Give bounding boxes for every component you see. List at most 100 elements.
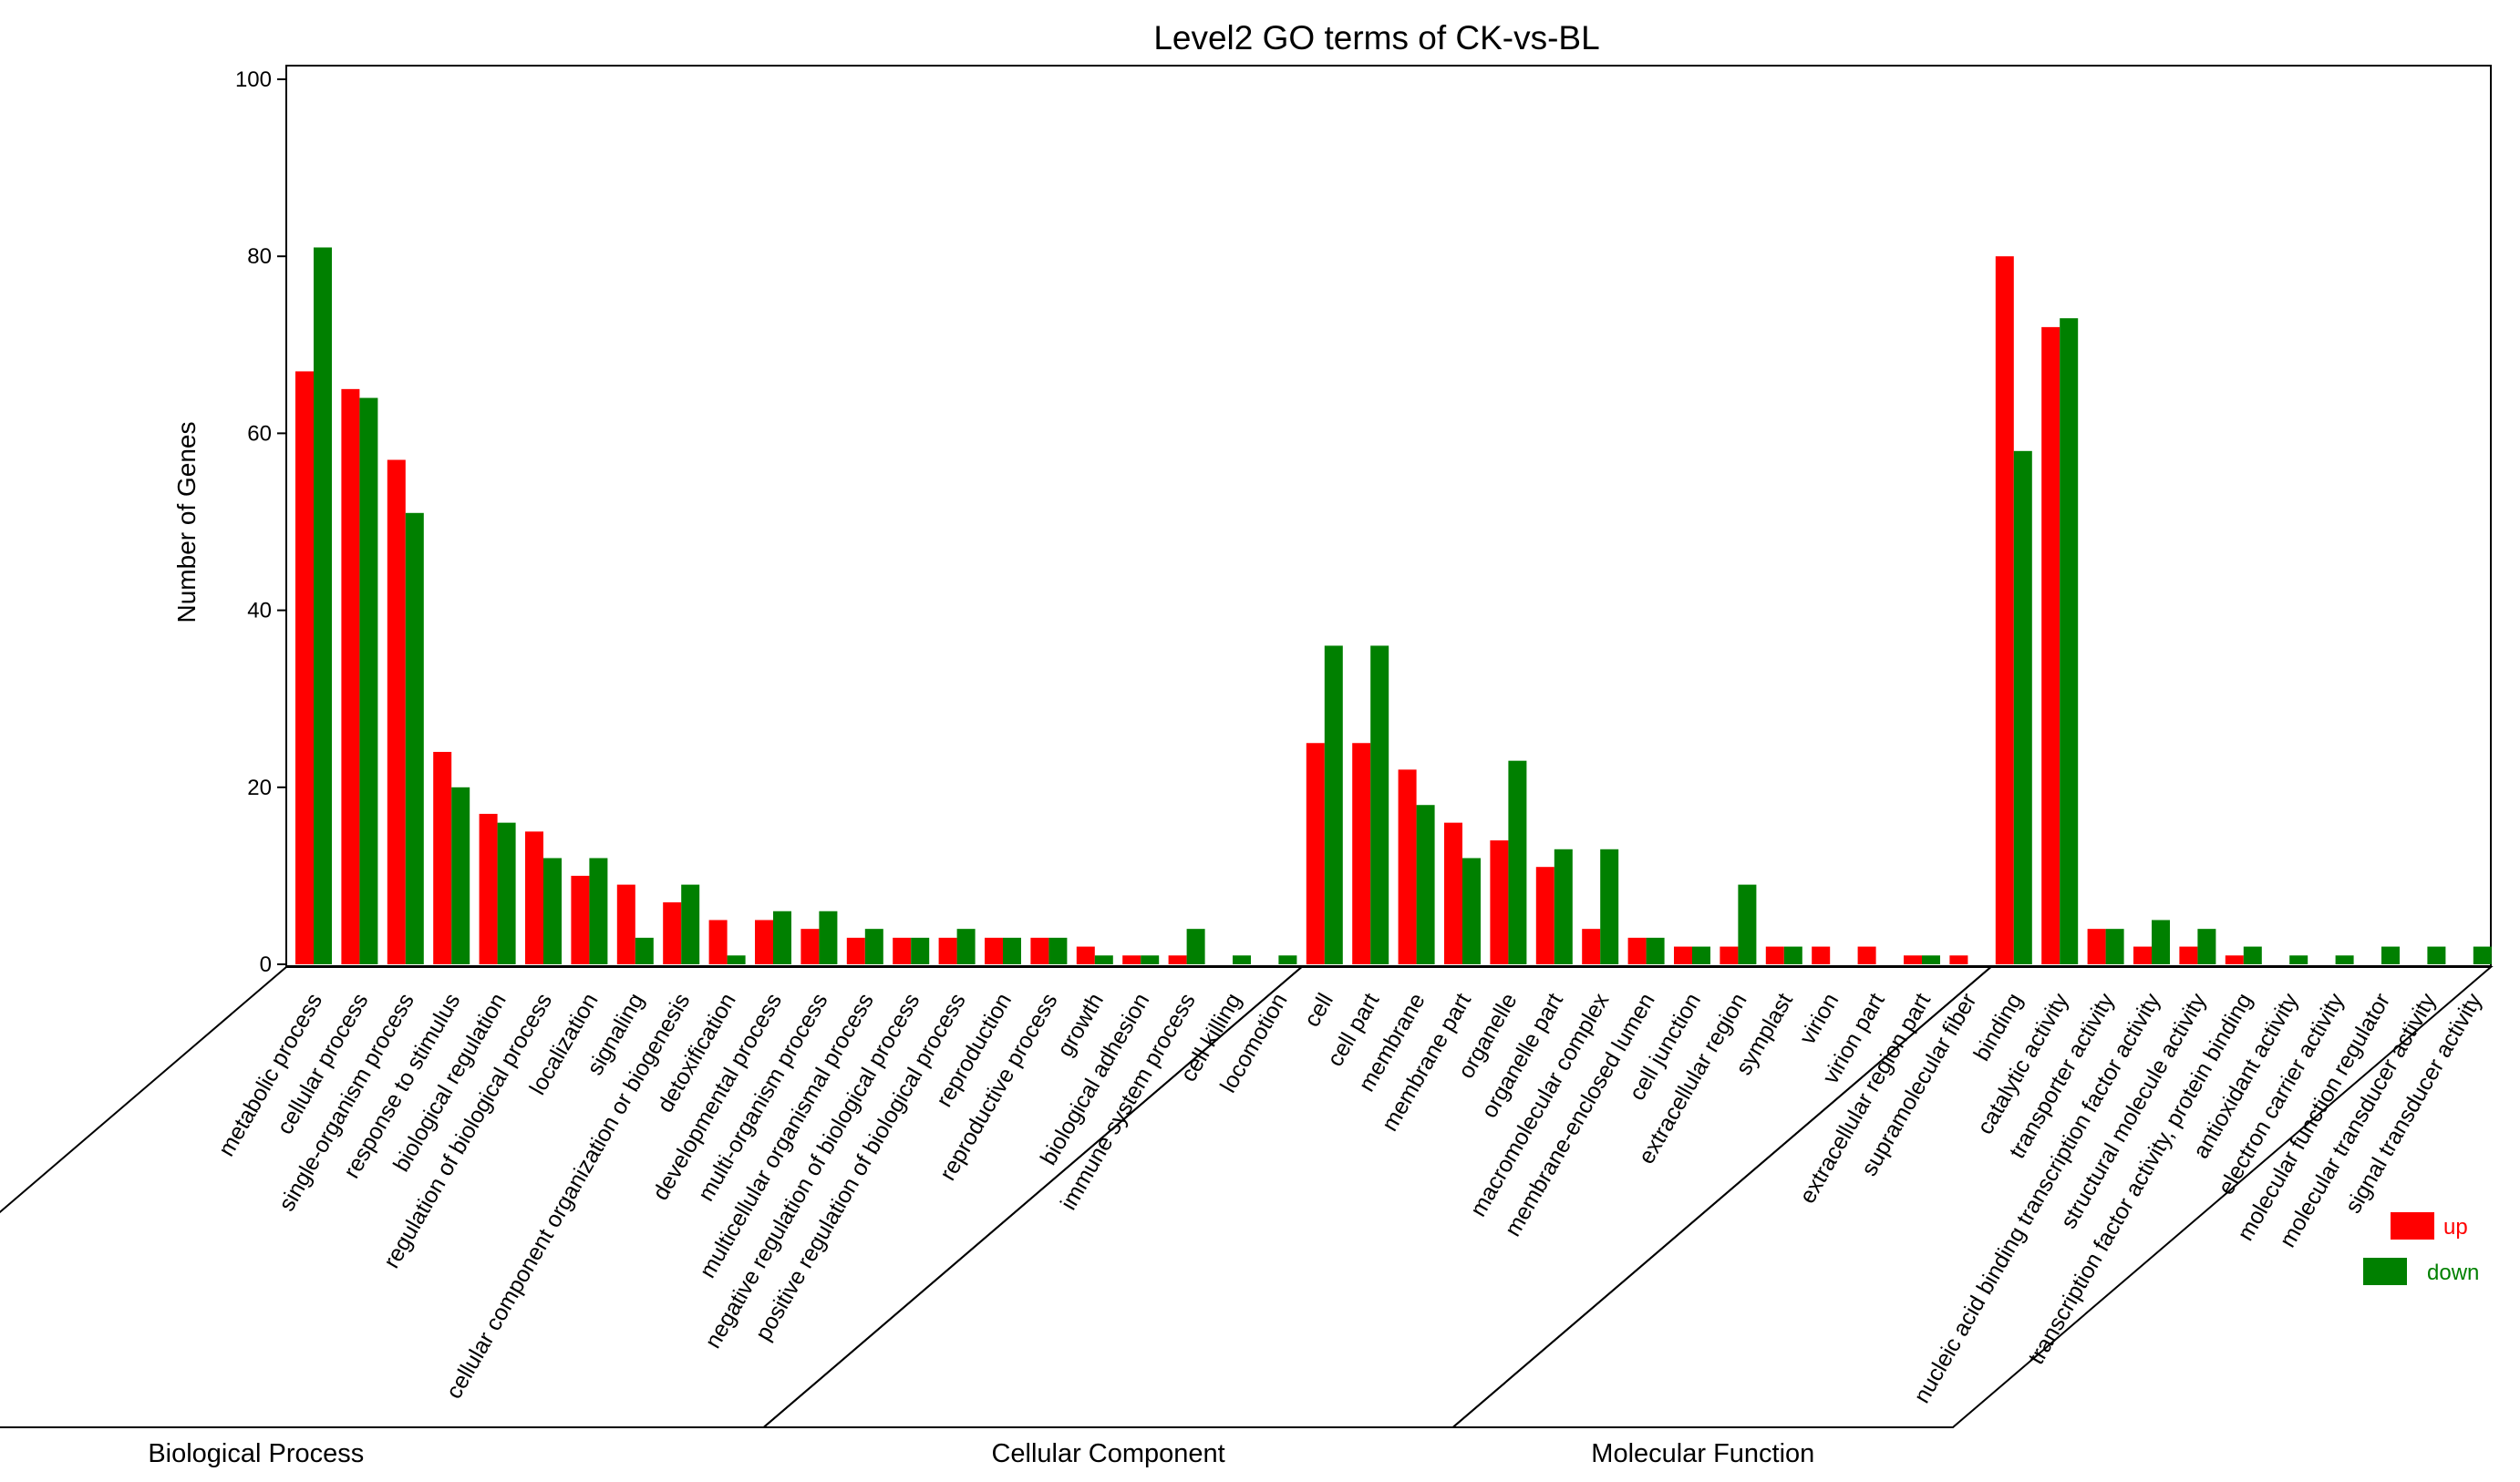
- y-tick-label: 20: [247, 776, 272, 800]
- bar-down: [2060, 318, 2079, 964]
- legend-label-up: up: [2443, 1215, 2468, 1240]
- group-label: Biological Process: [148, 1439, 364, 1468]
- y-axis: 0 20 40 60 80 100: [235, 67, 286, 977]
- x-tick-label: cell: [1299, 989, 1338, 1031]
- bar-down: [2289, 955, 2308, 964]
- bar-down: [1324, 645, 1343, 964]
- bar-up: [1076, 946, 1095, 964]
- y-tick-label: 100: [235, 67, 272, 92]
- bar-down: [956, 929, 976, 964]
- bar-up: [663, 902, 682, 964]
- bar-up: [1720, 946, 1739, 964]
- bar-down: [2105, 929, 2124, 964]
- bar-down: [359, 397, 378, 964]
- y-tick-label: 0: [260, 952, 272, 977]
- bar-down: [1003, 937, 1021, 964]
- bar-up: [846, 937, 865, 964]
- bar-up: [387, 459, 406, 964]
- bar-up: [1857, 946, 1876, 964]
- bar-up: [985, 937, 1003, 964]
- bar-down: [1646, 937, 1665, 964]
- bar-up: [1812, 946, 1831, 964]
- bar-up: [1490, 840, 1509, 964]
- bar-up: [1674, 946, 1692, 964]
- bar-up: [893, 937, 912, 964]
- bar-down: [405, 512, 424, 964]
- group-bracket: [1450, 966, 2494, 1428]
- bar-down: [451, 787, 470, 964]
- bar-down: [1416, 805, 1435, 964]
- y-tick-label: 40: [247, 599, 272, 623]
- bar-down: [543, 858, 562, 964]
- bar-down: [1094, 955, 1113, 964]
- bar-up: [2225, 955, 2244, 964]
- bar-down: [2243, 946, 2262, 964]
- category-groups: Biological Process Cellular Component Mole…: [0, 966, 2494, 1468]
- y-axis-label: Number of Genes: [172, 422, 201, 623]
- bar-up: [938, 937, 957, 964]
- y-tick-label: 60: [247, 421, 272, 446]
- bar-up: [433, 751, 452, 964]
- bar-down: [2381, 946, 2400, 964]
- bar-up: [1535, 867, 1554, 964]
- bar-down: [1692, 946, 1710, 964]
- bar-down: [1600, 849, 1619, 964]
- bar-down: [2427, 946, 2446, 964]
- x-tick-label: virion: [1794, 989, 1844, 1049]
- legend-label-down: down: [2427, 1261, 2479, 1285]
- y-tick-label: 80: [247, 244, 272, 269]
- bar-up: [341, 388, 360, 965]
- legend-swatch-down: [2363, 1258, 2407, 1285]
- bar-down: [681, 884, 700, 964]
- bar-down: [1554, 849, 1573, 964]
- bar-down: [1186, 929, 1205, 964]
- chart-title: Level2 GO terms of CK-vs-BL: [1153, 19, 1599, 57]
- bar-up: [1122, 955, 1141, 964]
- bar-down: [1370, 645, 1389, 964]
- bar-down: [1048, 937, 1068, 964]
- bar-down: [2197, 929, 2216, 964]
- bar-up: [1352, 743, 1371, 964]
- bar-up: [295, 371, 314, 964]
- bar-down: [727, 955, 746, 964]
- bar-up: [2087, 929, 2106, 964]
- bar-up: [571, 875, 590, 964]
- legend: up down: [2363, 1212, 2479, 1285]
- bar-down: [2335, 955, 2354, 964]
- bar-down: [2013, 450, 2032, 964]
- bar-up: [2041, 326, 2060, 964]
- bar-down: [864, 929, 883, 964]
- bars: [295, 247, 2492, 965]
- bar-down: [1783, 946, 1802, 964]
- bar-down: [911, 937, 930, 964]
- bar-up: [1904, 955, 1922, 964]
- bar-up: [2133, 946, 2152, 964]
- bar-down: [773, 911, 791, 964]
- legend-swatch-up: [2391, 1212, 2434, 1240]
- bar-up: [1306, 743, 1325, 964]
- bar-down: [2473, 946, 2492, 964]
- bar-up: [708, 920, 728, 964]
- group-label: Molecular Function: [1591, 1439, 1814, 1468]
- group-label: Cellular Component: [991, 1439, 1224, 1468]
- bar-down: [1141, 955, 1160, 964]
- bar-up: [1168, 955, 1187, 964]
- bar-down: [1922, 955, 1940, 964]
- bar-up: [1582, 929, 1601, 964]
- bar-down: [589, 858, 608, 964]
- bar-down: [819, 911, 838, 964]
- bar-up: [755, 920, 773, 964]
- bar-up: [1995, 256, 2014, 964]
- bar-down: [635, 937, 654, 964]
- bar-down: [1738, 884, 1757, 964]
- bar-up: [479, 813, 498, 964]
- bar-up: [800, 929, 820, 964]
- bar-up: [1627, 937, 1647, 964]
- bar-up: [1949, 955, 1968, 964]
- bar-down: [1508, 760, 1527, 964]
- bar-up: [1398, 769, 1417, 964]
- bar-down: [1233, 955, 1251, 964]
- bar-down: [314, 247, 332, 964]
